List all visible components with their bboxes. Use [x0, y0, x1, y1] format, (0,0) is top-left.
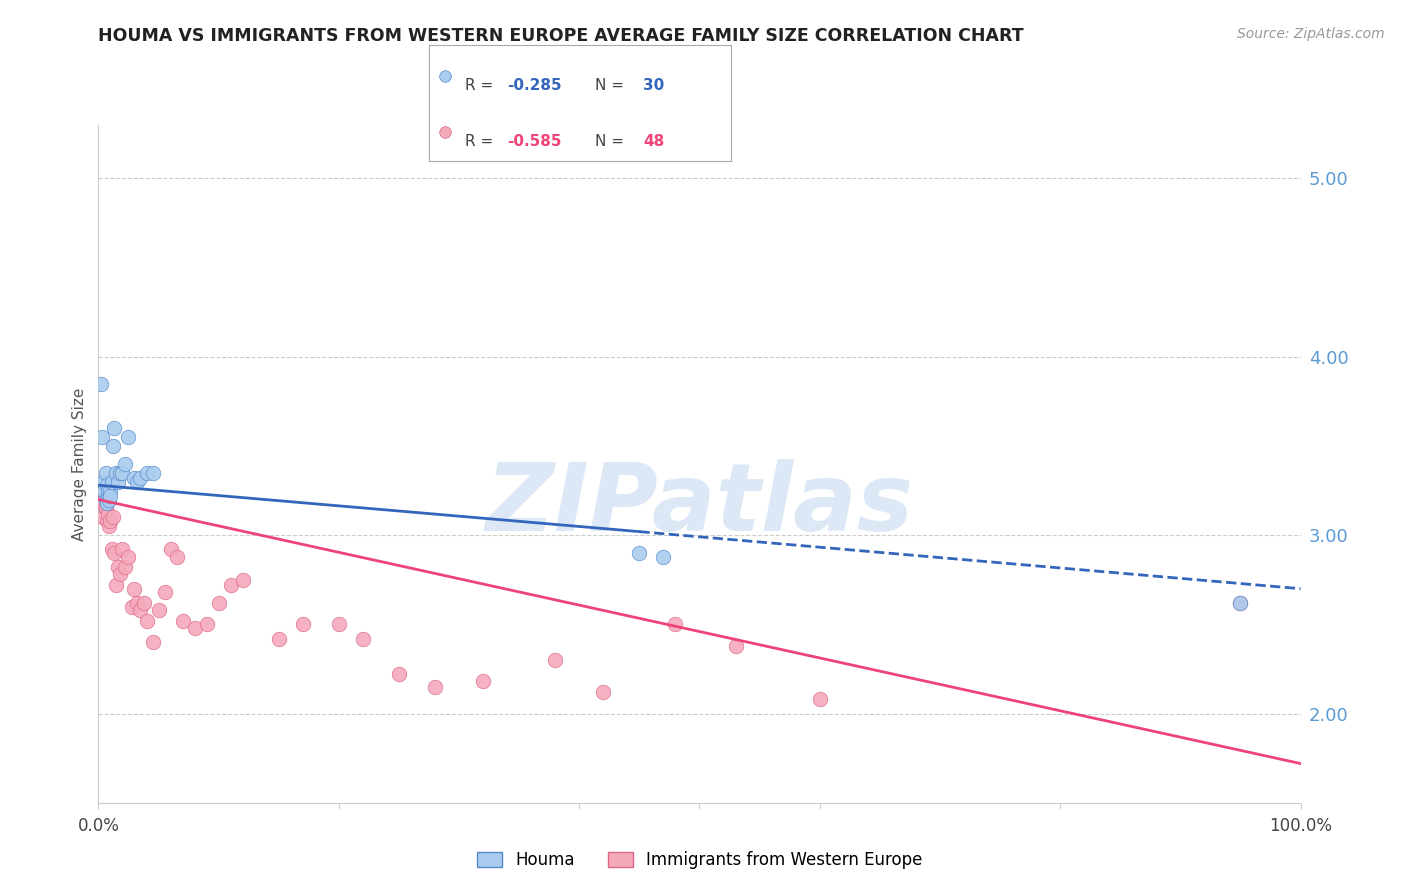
Text: R =: R =: [465, 134, 498, 149]
Text: 30: 30: [644, 78, 665, 94]
Point: [111, 466, 134, 480]
Point: [103, 546, 125, 560]
Point: [94, 466, 117, 480]
Point: [141, 635, 163, 649]
Point: [664, 617, 686, 632]
Point: [159, 542, 181, 557]
Point: [114, 457, 136, 471]
Point: [183, 621, 205, 635]
Point: [141, 466, 163, 480]
Point: [129, 603, 152, 617]
Point: [132, 596, 155, 610]
Point: [93, 492, 115, 507]
Point: [434, 69, 457, 83]
Point: [98, 492, 121, 507]
Point: [100, 483, 122, 498]
Point: [111, 542, 134, 557]
Legend: Houma, Immigrants from Western Europe: Houma, Immigrants from Western Europe: [470, 845, 929, 876]
Point: [124, 582, 146, 596]
Text: N =: N =: [595, 134, 628, 149]
Point: [135, 466, 157, 480]
Point: [208, 596, 231, 610]
Point: [592, 685, 614, 699]
Point: [125, 596, 148, 610]
Point: [100, 514, 122, 528]
Point: [352, 632, 374, 646]
Point: [90, 489, 112, 503]
Point: [94, 501, 117, 516]
Point: [267, 632, 290, 646]
Point: [108, 466, 131, 480]
Point: [724, 639, 747, 653]
Point: [652, 549, 675, 564]
Point: [148, 603, 170, 617]
Point: [96, 514, 118, 528]
Point: [105, 578, 128, 592]
Point: [101, 510, 124, 524]
Point: [91, 510, 114, 524]
Point: [100, 475, 122, 489]
Text: HOUMA VS IMMIGRANTS FROM WESTERN EUROPE AVERAGE FAMILY SIZE CORRELATION CHART: HOUMA VS IMMIGRANTS FROM WESTERN EUROPE …: [98, 27, 1024, 45]
Text: -0.285: -0.285: [508, 78, 562, 94]
Point: [90, 376, 112, 391]
Point: [105, 466, 128, 480]
Point: [124, 471, 146, 485]
Point: [108, 567, 131, 582]
Point: [107, 475, 129, 489]
Point: [117, 549, 139, 564]
Point: [1229, 596, 1251, 610]
Point: [91, 430, 114, 444]
Point: [628, 546, 651, 560]
Point: [328, 617, 350, 632]
Point: [172, 614, 194, 628]
Point: [91, 475, 114, 489]
Point: [219, 578, 242, 592]
Point: [153, 585, 176, 599]
Point: [117, 430, 139, 444]
Point: [96, 478, 118, 492]
Point: [808, 692, 831, 706]
Text: -0.585: -0.585: [508, 134, 562, 149]
Point: [98, 519, 121, 533]
Text: Source: ZipAtlas.com: Source: ZipAtlas.com: [1237, 27, 1385, 41]
Point: [434, 125, 457, 139]
Point: [100, 542, 122, 557]
Point: [97, 489, 120, 503]
Point: [125, 475, 148, 489]
Point: [195, 617, 218, 632]
Point: [96, 496, 118, 510]
Point: [97, 507, 120, 521]
Point: [388, 667, 411, 681]
Point: [135, 614, 157, 628]
Point: [93, 483, 115, 498]
Point: [166, 549, 188, 564]
Point: [100, 489, 122, 503]
Point: [1229, 596, 1251, 610]
Point: [129, 471, 152, 485]
Point: [232, 573, 254, 587]
Point: [103, 421, 125, 435]
Point: [94, 492, 117, 507]
Point: [91, 496, 114, 510]
Text: ZIPatlas: ZIPatlas: [485, 458, 914, 550]
Point: [472, 674, 495, 689]
Point: [121, 599, 143, 614]
Text: R =: R =: [465, 78, 498, 94]
Point: [291, 617, 314, 632]
Point: [544, 653, 567, 667]
Point: [101, 439, 124, 453]
Point: [107, 560, 129, 574]
Y-axis label: Average Family Size: Average Family Size: [72, 387, 87, 541]
Point: [114, 560, 136, 574]
Text: 48: 48: [644, 134, 665, 149]
Point: [97, 483, 120, 498]
Text: N =: N =: [595, 78, 628, 94]
Point: [423, 680, 446, 694]
